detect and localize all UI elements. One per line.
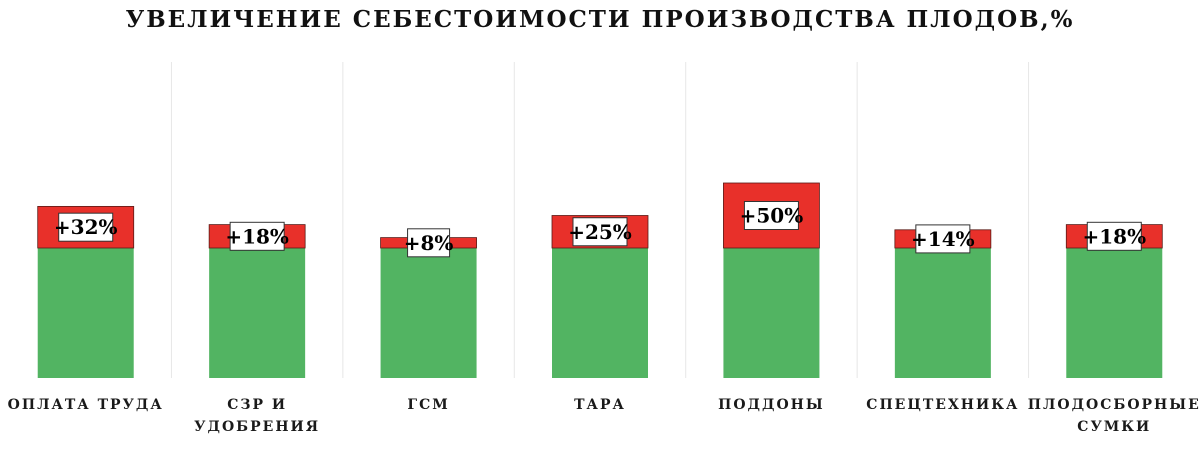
category-label: ОПЛАТА ТРУДА <box>8 397 164 413</box>
bar-base <box>723 248 820 378</box>
data-label: +50% <box>740 204 804 228</box>
category-label: СПЕЦТЕХНИКА <box>866 397 1019 413</box>
data-label: +25% <box>568 220 632 244</box>
category-label: ПОДДОНЫ <box>718 397 825 413</box>
data-label: +18% <box>1082 224 1146 248</box>
data-label-box <box>1086 221 1142 251</box>
category-label: ТАРА <box>574 397 626 413</box>
data-label-box <box>915 224 971 254</box>
data-label-box <box>229 221 285 251</box>
data-label-box <box>572 217 628 247</box>
category-label: СУМКИ <box>1077 419 1151 435</box>
bar-base <box>1066 248 1163 378</box>
chart-title: УВЕЛИЧЕНИЕ СЕБЕСТОИМОСТИ ПРОИЗВОДСТВА ПЛ… <box>125 6 1075 33</box>
category-label: СЗР И <box>227 397 287 413</box>
data-label: +18% <box>225 224 289 248</box>
data-label-box <box>58 212 114 242</box>
data-label: +32% <box>54 215 118 239</box>
bar-base <box>552 248 648 378</box>
data-label-box <box>407 228 451 258</box>
bar-base <box>894 248 991 378</box>
category-label: ГСМ <box>407 397 449 413</box>
category-label: УДОБРЕНИЯ <box>194 419 320 435</box>
bar-base <box>380 248 477 378</box>
bar-base <box>37 248 134 378</box>
data-label: +14% <box>911 227 975 251</box>
bar-base <box>209 248 306 378</box>
category-label: ПЛОДОСБОРНЫЕ <box>1028 397 1200 413</box>
data-label: +8% <box>404 231 454 255</box>
data-label-box <box>743 201 799 230</box>
